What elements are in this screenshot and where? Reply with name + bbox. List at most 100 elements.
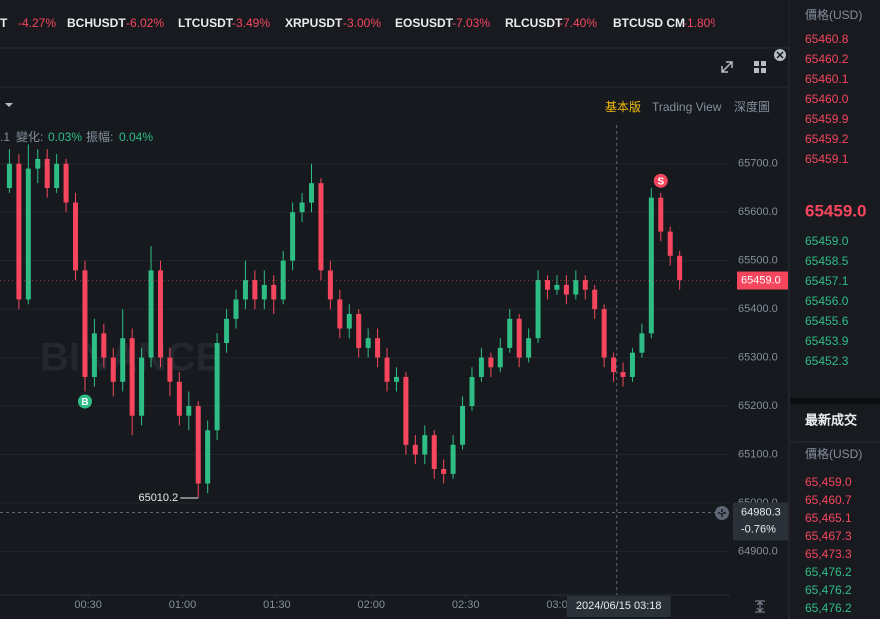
candle-body [611,357,617,373]
last-price-tag [737,271,788,290]
dropdown-icon[interactable] [5,103,13,107]
expand-icon[interactable] [721,61,733,73]
ticker-change: -1.80% [683,16,721,30]
candle-body [365,338,371,348]
candle-body [450,444,456,474]
ticker-symbol: T [0,16,8,30]
trade-marker [653,173,668,188]
crosshair-time: 2024/06/15 03:18 [576,600,662,612]
candle-body [16,163,22,300]
ask-price: 65460.8 [805,32,849,46]
ticker-symbol: BCHUSDT [67,16,126,30]
ticker-symbol: RLCUSDT [505,16,563,30]
x-tick-label: 00:30 [74,599,102,611]
candle-body [356,313,362,348]
y-tick-label: 65700.0 [738,158,778,170]
x-tick-label: 01:00 [169,599,197,611]
candle-body [497,347,503,368]
candle-body [299,202,305,213]
candle-body [573,280,579,295]
candle-body [648,197,654,334]
candle-body [441,469,447,474]
crosshair-price-box [733,502,788,541]
x-tick-label: 02:30 [452,599,480,611]
candle-body [205,430,211,484]
ticker-symbol: EOSUSDT [395,16,454,30]
low-label: 65010.2 [138,492,178,504]
trade-marker-label: S [657,176,664,187]
trade-price: 65,467.3 [805,529,852,543]
trades-title: 最新成交 [805,412,857,427]
last-price: 65459.0 [805,201,866,220]
trade-marker [77,394,92,409]
candle-body [139,357,145,416]
x-tick-label: 01:30 [263,599,291,611]
bid-price: 65452.3 [805,354,849,368]
candle-body [242,280,248,300]
last-price-label: 65459.0 [741,274,781,286]
ticker-change: -7.40% [559,16,597,30]
candle-body [280,260,286,300]
orderbook-header: 價格(USD) [805,7,862,22]
axis-fit-icon[interactable] [755,600,765,613]
y-tick-label: 65100.0 [738,448,778,460]
candle-body [129,338,135,416]
candle-body [6,163,12,188]
candle-body [214,343,220,431]
y-tick-label: 65300.0 [738,351,778,363]
crosshair-add[interactable] [715,506,729,520]
candle-body [526,338,532,358]
candle-body [393,376,399,382]
candle-body [148,270,154,358]
tab[interactable]: Trading View [652,100,722,114]
crosshair-price: 64980.3 [741,506,781,518]
candle-body [535,280,541,339]
ask-price: 65460.2 [805,52,849,66]
chart-info: 0.04% [119,130,153,144]
bid-price: 65458.5 [805,254,849,268]
tab[interactable]: 深度圖 [734,99,770,114]
crosshair-time-box [566,596,671,617]
candle-body [563,284,569,295]
candle-body [233,299,239,319]
y-tick-label: 65600.0 [738,206,778,218]
candle-body [601,309,607,358]
ticker-change: -7.03% [452,16,490,30]
trade-price: 65,459.0 [805,475,852,489]
candle-body [507,318,513,348]
candle-body [167,357,173,382]
bid-price: 65455.6 [805,314,849,328]
candle-body [554,284,560,290]
bid-price: 65459.0 [805,234,849,248]
bid-price: 65453.9 [805,334,849,348]
trade-price: 65,476.2 [805,565,852,579]
candle-body [318,183,324,271]
close-icon[interactable] [774,49,786,61]
x-tick-label: 02:00 [358,599,386,611]
candle-body [309,183,315,203]
candle-body [592,289,598,310]
candle-body [629,352,635,377]
chart-info: 0.03% [48,130,82,144]
candle-body [101,333,107,358]
tab[interactable]: 基本版 [605,100,641,114]
candle-body [25,168,31,300]
candle-body [120,338,126,382]
candle-body [271,284,277,300]
ticker-symbol: LTCUSDT [178,16,234,30]
ticker-fade [715,0,789,47]
bid-price: 65457.1 [805,274,849,288]
candle-body [261,284,267,300]
candle-body [460,406,466,445]
candle-body [412,444,418,455]
candle-body [384,357,390,382]
ticker-symbol: XRPUSDT [285,16,343,30]
candle-body [82,270,88,377]
layout-icon[interactable] [754,61,766,73]
candle-body [639,333,645,353]
candle-body [677,255,683,281]
ask-price: 65460.0 [805,92,849,106]
y-tick-label: 65400.0 [738,303,778,315]
candle-body [63,163,69,203]
